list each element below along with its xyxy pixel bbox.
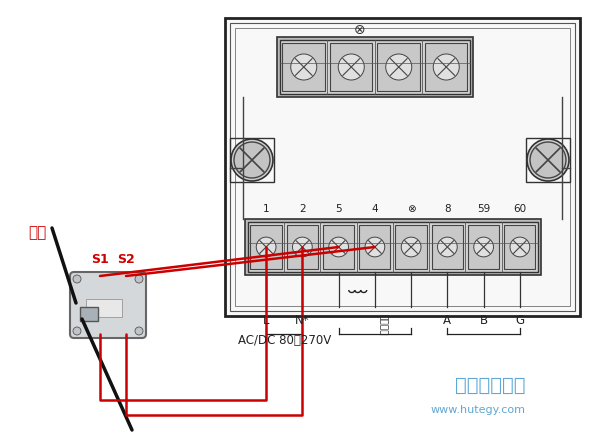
Circle shape [329,237,349,257]
Circle shape [401,237,421,257]
Text: 4: 4 [371,204,378,214]
Circle shape [291,54,317,80]
Circle shape [530,142,566,178]
Bar [330,43,373,91]
Circle shape [234,142,270,178]
Circle shape [438,237,457,257]
FancyBboxPatch shape [70,272,146,338]
Text: B: B [479,314,488,327]
Bar [86,299,122,317]
Text: 信号输入: 信号输入 [378,314,387,336]
Text: 主线: 主线 [28,225,46,240]
Bar [432,225,463,269]
Text: N*: N* [295,314,310,327]
Bar [248,222,538,272]
Bar [287,225,318,269]
Text: 59: 59 [477,204,490,214]
Bar [504,225,536,269]
Bar [235,28,570,306]
Bar [245,219,541,275]
Text: G: G [515,314,524,327]
Circle shape [73,327,81,335]
Bar [80,307,98,321]
Circle shape [386,54,412,80]
Bar [323,225,354,269]
Circle shape [135,275,143,283]
Bar [230,138,274,182]
Circle shape [231,139,273,181]
Text: L: L [263,314,269,327]
Circle shape [135,327,143,335]
Circle shape [338,54,364,80]
Circle shape [510,237,530,257]
Text: 8: 8 [444,204,451,214]
Bar [425,43,467,91]
Circle shape [293,237,312,257]
Text: 2: 2 [299,204,306,214]
Text: S2: S2 [117,253,135,266]
Bar [377,43,420,91]
Bar [280,40,470,94]
Text: AC/DC 80～270V: AC/DC 80～270V [238,334,331,347]
Circle shape [527,139,569,181]
Bar [230,23,575,311]
Bar [359,225,390,269]
Text: 上海互凌电气: 上海互凌电气 [455,375,525,395]
Circle shape [474,237,494,257]
Text: www.hutegy.com: www.hutegy.com [430,405,525,415]
Text: 1: 1 [263,204,269,214]
Bar [395,225,427,269]
Text: 5: 5 [336,204,342,214]
Circle shape [433,54,459,80]
Circle shape [365,237,384,257]
Bar [282,43,325,91]
Circle shape [256,237,276,257]
Bar [251,225,282,269]
Circle shape [73,275,81,283]
Text: ⊗: ⊗ [354,23,366,37]
Bar [277,37,473,97]
Bar [526,138,570,182]
Bar [468,225,499,269]
Bar [225,18,580,316]
Text: A: A [444,314,451,327]
Text: 60: 60 [513,204,527,214]
Text: S1: S1 [91,253,109,266]
Text: ⊗: ⊗ [407,204,416,214]
